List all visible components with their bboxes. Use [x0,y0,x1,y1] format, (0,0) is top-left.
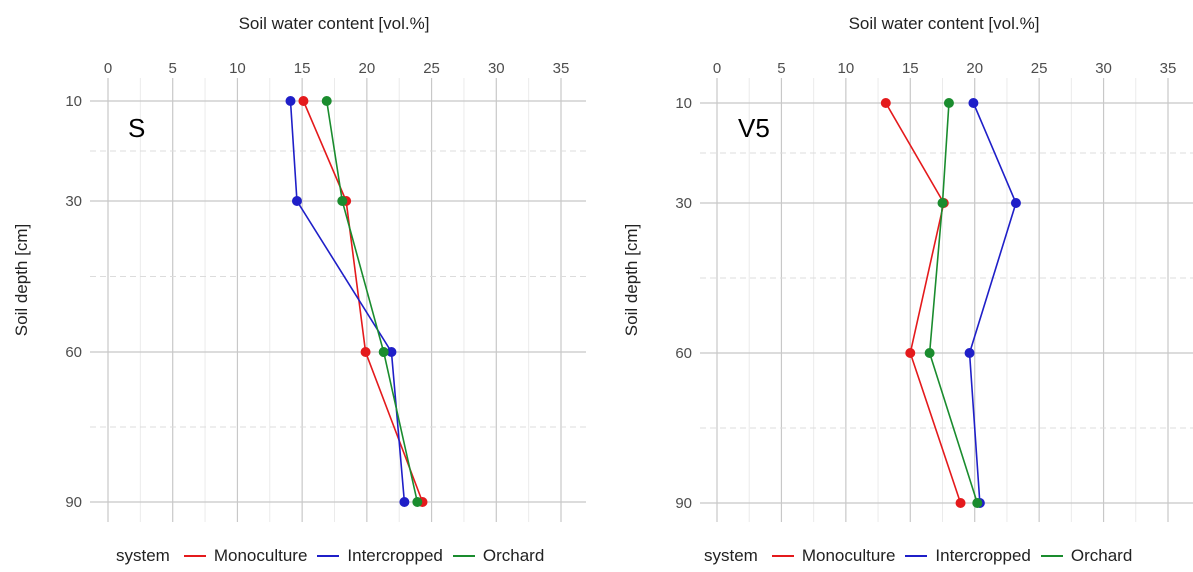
x-tick-label: 25 [1031,60,1048,77]
legend-key-orchard [1040,555,1063,557]
legend-label: Orchard [1070,546,1133,565]
legend-item-monoculture: Monoculture [183,546,308,566]
x-tick-label: 25 [423,60,440,77]
legend-key-intercropped [905,555,928,557]
x-tick-label: 35 [1160,60,1177,77]
x-tick-label: 30 [1095,60,1112,77]
legend-item-orchard: Orchard [452,546,545,566]
x-tick-label: 20 [359,60,376,77]
data-point [412,497,423,507]
data-point [285,96,296,106]
data-point [955,498,966,508]
y-tick-label: 10 [675,95,692,112]
x-tick-label: 30 [488,60,505,77]
series-line [325,100,419,503]
x-tick-label: 35 [553,60,570,77]
y-tick-label: 60 [675,345,692,362]
chart-plot-v5: 0 5 10 15 20 25 30 35 10 30 60 90 V5 [675,60,1193,522]
x-axis-title: Soil water content [vol.%] [238,14,430,33]
x-tick-label: 15 [902,60,919,77]
legend-key-monoculture [183,555,206,557]
data-point [937,198,948,208]
data-point [943,98,954,108]
data-point [964,348,975,358]
legend-key-intercropped [317,555,340,557]
x-tick-label: 10 [229,60,246,77]
data-point [378,347,389,357]
data-point [399,497,410,507]
legend-label: Intercropped [347,546,443,565]
x-tick-label: 5 [777,60,785,77]
panel-label: S [128,113,145,143]
legend-item-orchard: Orchard [1040,546,1133,566]
x-axis-title: Soil water content [vol.%] [848,14,1040,33]
series-line [289,100,406,503]
y-tick-label: 30 [65,193,82,210]
x-tick-label: 10 [838,60,855,77]
legend-item-monoculture: Monoculture [771,546,896,566]
legend-title: system [704,546,758,565]
data-point [360,347,371,357]
legend-key-monoculture [771,555,794,557]
legend-label: Monoculture [801,546,896,565]
chart-panel-s: Soil water content [vol.%] Soil depth [c… [12,14,586,566]
data-point [924,348,935,358]
y-tick-label: 30 [675,195,692,212]
series-line [302,100,424,503]
series-line [885,102,962,504]
data-point [968,98,979,108]
legend-label: Intercropped [935,546,1031,565]
x-tick-label: 0 [713,60,721,77]
x-tick-label: 15 [294,60,311,77]
legend: system Monoculture Intercropped Orchard [704,546,1142,566]
legend-label: Orchard [482,546,545,565]
data-point [1010,198,1021,208]
legend: system Monoculture Intercropped Orchard [116,546,554,566]
x-tick-label: 0 [104,60,112,77]
data-point [972,498,983,508]
legend-key-orchard [452,555,475,557]
y-tick-label: 90 [675,495,692,512]
legend-label: Monoculture [213,546,308,565]
x-tick-label: 5 [169,60,177,77]
chart-plot-s: 0 5 10 15 20 25 30 35 10 30 60 90 S [65,60,586,522]
y-tick-label: 90 [65,494,82,511]
data-point [905,348,916,358]
data-point [880,98,891,108]
y-tick-label: 60 [65,344,82,361]
chart-panel-v5: Soil water content [vol.%] Soil depth [c… [610,0,1193,572]
legend-title: system [116,546,170,565]
data-point [337,196,348,206]
panel-label: V5 [738,113,770,143]
series-line [928,102,979,504]
y-tick-label: 10 [65,93,82,110]
data-point [321,96,332,106]
data-point [386,347,397,357]
legend-item-intercropped: Intercropped [317,546,443,566]
data-point [298,96,309,106]
series-line [968,102,1017,504]
data-point [291,196,302,206]
legend-item-intercropped: Intercropped [905,546,1031,566]
x-tick-label: 20 [966,60,983,77]
